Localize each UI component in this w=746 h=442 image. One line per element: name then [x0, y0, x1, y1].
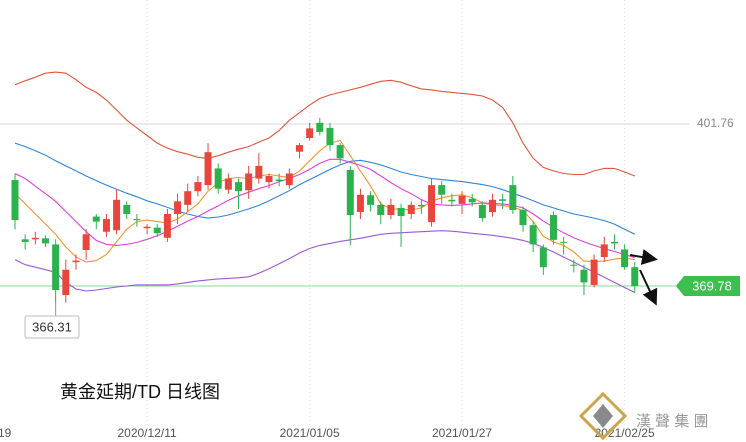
candle-body: [539, 247, 547, 268]
candle-body: [590, 259, 598, 285]
candle-body: [428, 185, 436, 223]
price-tag-label: 369.78: [692, 278, 732, 293]
candle-body: [529, 225, 537, 245]
arrow: [629, 249, 658, 265]
candle-body: [62, 269, 70, 296]
indicator-line: [14, 142, 636, 235]
candle-body: [235, 182, 243, 192]
watermark: 漢 聲 集 團: [636, 413, 709, 430]
candle-body: [52, 244, 60, 291]
candle-body: [489, 199, 497, 212]
candle-body: [356, 194, 364, 212]
candle-body: [326, 127, 334, 146]
candle-body: [265, 176, 273, 183]
candle-body: [174, 201, 182, 215]
x-tick-label: 2021/01/27: [432, 426, 492, 440]
candle-body: [417, 204, 425, 207]
logo: 漢 聲 集 團: [578, 391, 709, 441]
candle-body: [407, 204, 415, 215]
candle-body: [204, 152, 212, 186]
candle-body: [82, 234, 90, 250]
candle-body: [316, 122, 324, 132]
candle-body: [285, 173, 293, 186]
chart-title: 黄金延期/TD 日线图: [60, 382, 220, 402]
annotation-label: 366.31: [32, 319, 72, 334]
logo-mark: [593, 404, 613, 428]
candle-body: [194, 182, 202, 192]
candle-body: [11, 180, 19, 221]
candle-body: [600, 244, 608, 258]
candle-body: [113, 199, 121, 231]
candle-body: [31, 237, 39, 240]
candle-body: [163, 214, 171, 238]
candle-body: [580, 269, 588, 283]
candle-body: [468, 198, 476, 203]
candle-body: [41, 238, 49, 244]
price-tag: [676, 276, 740, 297]
x-tick-label: 2021/01/05: [280, 426, 340, 440]
candle-body: [560, 241, 568, 243]
candle-body: [143, 226, 151, 229]
candle-body: [21, 239, 29, 242]
candle-body: [549, 215, 557, 240]
logo-mark: [578, 391, 628, 441]
candle-body: [519, 209, 527, 226]
indicator-line: [14, 158, 635, 259]
x-tick-label: 2020/12/11: [117, 426, 176, 440]
candle-body: [275, 179, 283, 182]
candle-body: [367, 195, 375, 205]
candle-body: [184, 191, 192, 205]
candle-body: [387, 204, 395, 216]
candle-body: [438, 185, 446, 195]
trend-arrows: [629, 249, 658, 306]
candle-body: [214, 168, 222, 189]
candle-body: [224, 178, 232, 190]
candle-body: [458, 195, 466, 204]
candle-body: [621, 249, 629, 268]
candle-body: [306, 128, 314, 139]
candle-body: [102, 219, 110, 232]
candle-body: [570, 264, 578, 266]
y-tick-label: 401.76: [697, 116, 734, 130]
annotation-box: [24, 315, 80, 339]
candle-body: [255, 165, 263, 179]
candle-body: [92, 216, 100, 222]
candle-body: [397, 207, 405, 217]
candle-body: [610, 241, 618, 244]
indicator-line: [14, 71, 636, 177]
candle-body: [72, 260, 80, 263]
candle-body: [123, 204, 131, 215]
candle-body: [336, 145, 344, 159]
x-tick-label: /19: [0, 426, 12, 440]
candle-body: [509, 185, 517, 210]
candle-body: [133, 219, 141, 221]
candle-body: [631, 267, 639, 287]
candle-body: [499, 199, 507, 201]
candle-body: [153, 227, 161, 234]
candle-body: [245, 173, 253, 191]
candle-body: [448, 199, 456, 202]
candle-body: [478, 204, 486, 219]
candle-body: [295, 145, 303, 152]
arrow: [639, 269, 658, 306]
indicator-line: [14, 139, 635, 263]
candle-body: [346, 169, 354, 216]
candle-body: [377, 204, 385, 216]
